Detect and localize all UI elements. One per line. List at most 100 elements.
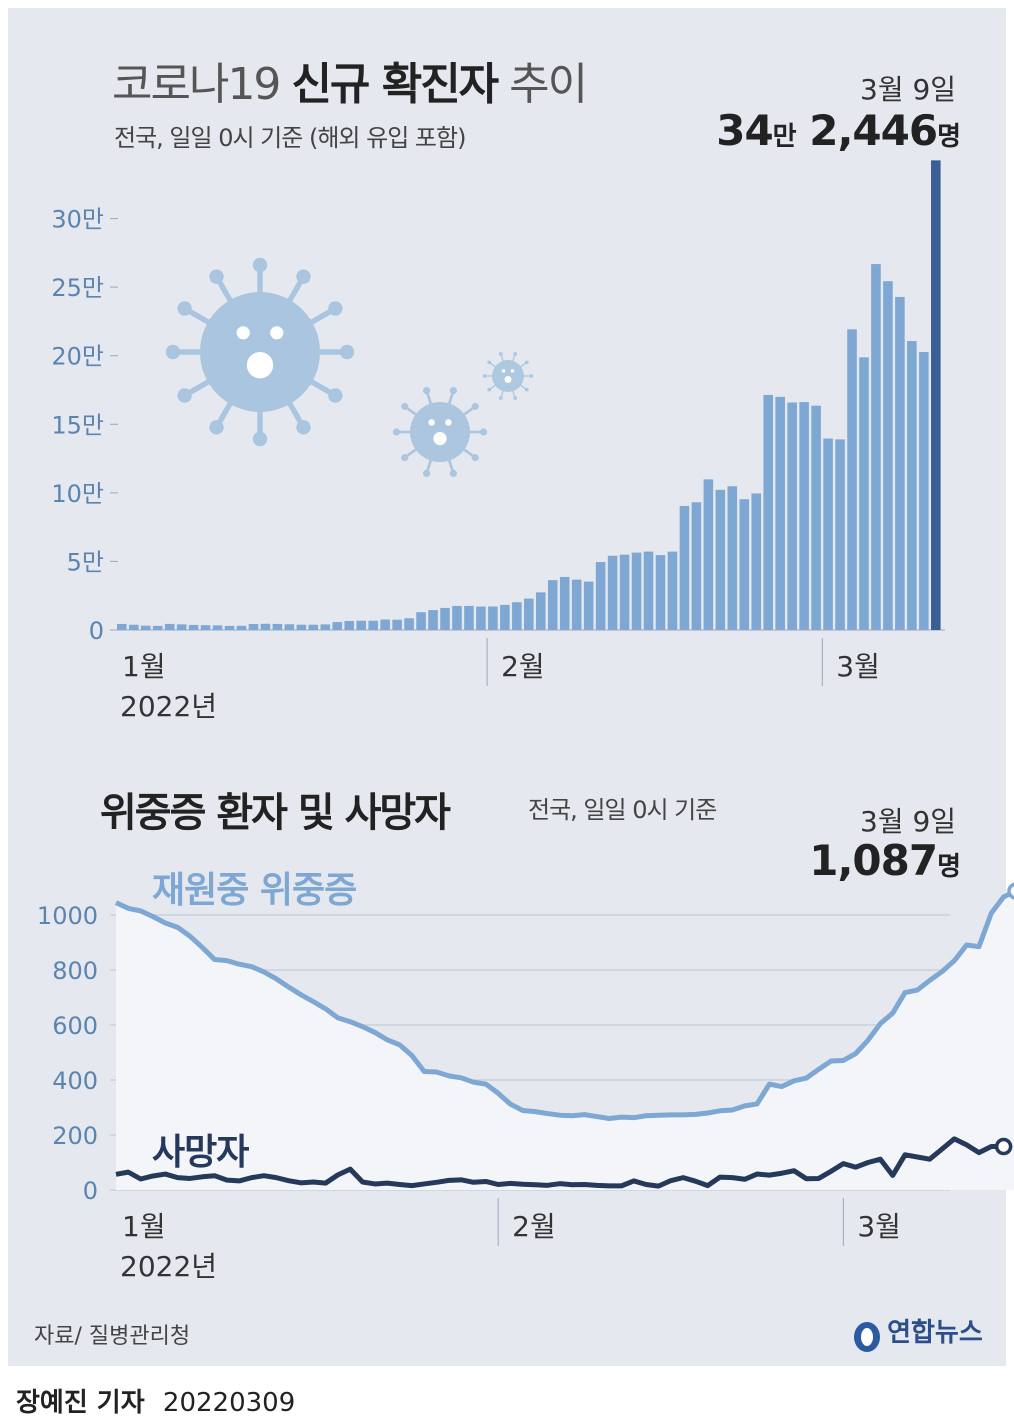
case-bar [212,625,223,630]
case-bar [128,624,139,630]
x-tick-label: 3월 [836,650,880,683]
case-bar [931,160,941,630]
case-bar [344,620,355,630]
case-bar [811,405,821,630]
case-bar [332,622,343,630]
case-bar [571,579,582,630]
case-bar [763,394,774,630]
chart-subtitle-bottom: 전국, 일일 0시 기준 [528,796,717,824]
latest-deaths-unit: 명 [937,1068,961,1098]
critical-end-marker [1007,882,1014,900]
case-bar [188,624,199,630]
case-bar [236,625,247,630]
cumulative-deaths: (누적 9,440명) [823,1108,961,1133]
case-bar [284,624,295,630]
y-tick-label: 0 [89,617,104,645]
case-bar [631,552,642,630]
case-bar [691,502,702,630]
yonhap-logo-text: 연합뉴스 [887,1318,983,1348]
case-bar [679,505,690,630]
case-bar [919,351,929,630]
case-bar [117,623,127,630]
case-bar [739,499,750,630]
latest-cases-rest: 2,446 [809,106,938,155]
case-bar [595,562,606,630]
latest-date-bottom: 3월 9일 [860,805,957,838]
case-bar [787,402,797,630]
case-bar [512,602,522,630]
case-bar [524,598,534,630]
case-bar [871,264,881,630]
case-bar [476,606,486,630]
case-bar [140,625,151,630]
case-bar [260,623,271,630]
virus-icon [165,257,534,477]
latest-deaths-callout: 158명 [852,1052,961,1101]
case-bar [535,592,546,630]
case-bar [440,607,450,630]
case-bar [727,486,738,630]
chart-title-top: 코로나19 신규 확진자 추이 [112,48,588,112]
case-bar [583,581,594,630]
y-tick-label: 5만 [67,548,104,576]
case-bar [835,439,845,630]
x-year-label: 2022년 [120,690,217,723]
latest-critical-unit: 명 [937,852,961,882]
title-bold: 신규 확진자 [291,59,499,110]
x-tick-label: 2월 [501,650,545,683]
case-bar [320,624,331,630]
new-cases-bar-chart: 0 5만 10만 15만 20만 25만 30만 1월 2월 3월 2022년 [51,160,945,723]
case-bar [500,604,510,630]
case-bar [607,555,618,630]
case-bar [643,551,654,630]
case-bar [883,281,893,630]
case-bar [895,296,905,630]
yonhap-logo: 연합뉴스 [852,1312,983,1354]
case-bar [296,624,307,630]
case-bar [380,619,390,630]
y-tick-label: 10만 [51,480,104,508]
latest-cases-callout: 34만 2,446명 [716,106,961,155]
yonhap-logo-icon [854,1321,880,1352]
case-bar [224,625,235,630]
case-bar [751,493,762,630]
case-bar [416,612,426,630]
case-bar [715,489,726,630]
y-tick-label: 30만 [51,206,104,234]
case-bar [368,620,378,630]
byline-name: 장예진 기자 [16,1388,145,1418]
case-bar [356,620,366,630]
chart-subtitle-top: 전국, 일일 0시 기준 (해외 유입 포함) [114,124,466,152]
case-bar [272,623,283,630]
case-bar [452,605,462,630]
source-note: 자료/ 질병관리청 [34,1324,191,1349]
x-tick-label: 1월 [122,650,166,683]
case-bar [308,624,319,630]
case-bar [799,402,809,630]
case-bar [703,479,714,630]
case-bar [655,555,666,630]
y-tick-label: 20만 [51,343,104,371]
case-bar [464,605,474,630]
case-bar [200,625,211,630]
case-bar [559,576,570,630]
byline-date: 20220309 [162,1388,296,1418]
chart-title-bottom: 위중증 환자 및 사망자 [100,790,451,836]
latest-cases-unit1: 만 [772,122,797,152]
y-tick-label: 15만 [51,411,104,439]
case-bar [547,580,558,630]
case-bar [823,438,833,630]
latest-cases-man: 34 [716,106,773,155]
latest-critical-value: 1,087 [809,836,938,885]
case-bar [619,554,630,630]
latest-date-top: 3월 9일 [860,73,957,106]
title-light-1: 코로나19 [112,59,281,110]
y-tick-label: 25만 [51,274,104,302]
case-bar [152,625,163,630]
case-bar [404,618,414,630]
case-bar [859,357,869,630]
case-bar [176,624,187,630]
byline: 장예진 기자 20220309 [16,1382,295,1419]
case-bar [488,606,498,630]
case-bar [392,619,402,630]
